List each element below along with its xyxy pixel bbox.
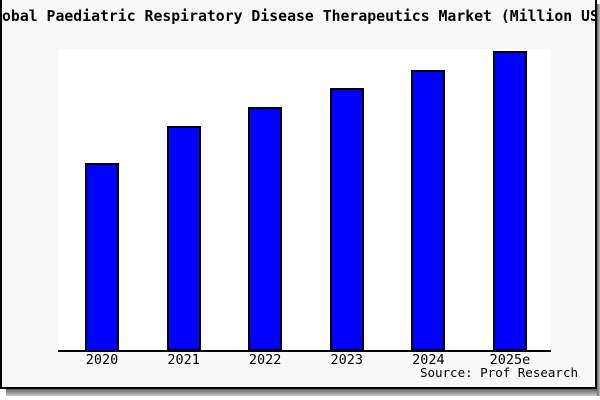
plot-area	[58, 49, 551, 351]
card-shadow-right	[597, 4, 600, 396]
bar-2025e	[493, 50, 527, 352]
chart-title: obal Paediatric Respiratory Disease Ther…	[2, 8, 595, 25]
x-tick-label-2025e: 2025e	[489, 352, 531, 368]
source-credit: Source: Prof Research	[419, 365, 578, 380]
bar-2021	[166, 125, 201, 352]
bar-2024	[411, 69, 446, 352]
chart-title-clip: obal Paediatric Respiratory Disease Ther…	[2, 0, 595, 34]
x-tick-label-2021: 2021	[167, 352, 200, 368]
card-shadow-bottom	[6, 389, 600, 396]
x-axis-line	[58, 350, 551, 352]
x-tick-label-2024: 2024	[412, 352, 445, 368]
bar-2023	[329, 87, 364, 352]
x-tick-label-2020: 2020	[85, 352, 119, 368]
x-tick-label-2022: 2022	[248, 352, 282, 368]
x-tick-label-2023: 2023	[330, 352, 364, 368]
bar-2020	[85, 162, 119, 352]
bar-2022	[248, 106, 283, 352]
